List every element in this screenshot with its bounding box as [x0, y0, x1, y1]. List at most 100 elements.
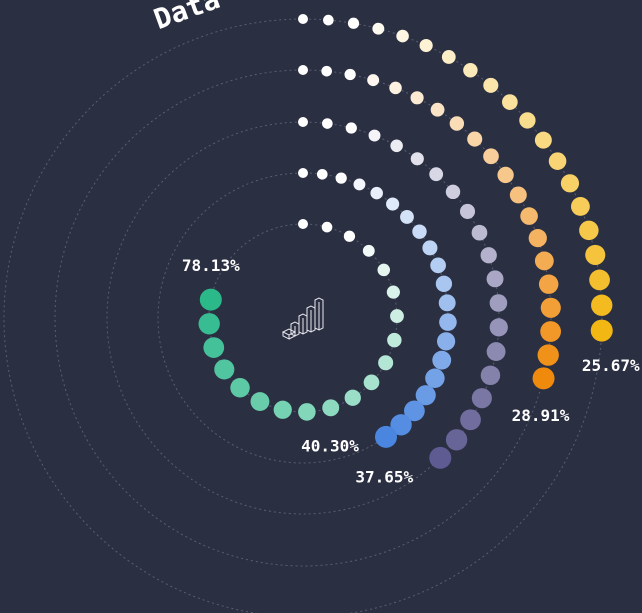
dot — [419, 38, 433, 53]
value-label: 37.65% — [355, 467, 413, 486]
dot — [534, 131, 552, 149]
dot — [445, 184, 461, 200]
dot — [429, 446, 452, 469]
dot — [363, 374, 380, 391]
dot — [449, 116, 465, 131]
dot — [368, 129, 381, 142]
progress-ring — [298, 117, 508, 469]
dot — [199, 288, 222, 311]
dot — [509, 186, 527, 204]
dot — [387, 332, 402, 348]
dot — [321, 221, 333, 233]
dot — [429, 167, 444, 182]
dot — [570, 197, 590, 216]
dot — [347, 17, 360, 29]
progress-ring — [298, 168, 457, 448]
dot — [321, 65, 332, 77]
dot — [316, 168, 328, 180]
dot — [459, 203, 476, 219]
dot — [344, 389, 361, 406]
dot — [467, 131, 483, 147]
dot — [367, 74, 380, 87]
dot — [520, 207, 538, 225]
dot — [445, 429, 468, 451]
dot — [528, 229, 547, 248]
dot — [483, 148, 499, 165]
dot — [323, 14, 334, 26]
dot — [560, 174, 580, 193]
dot — [430, 102, 445, 117]
dot — [386, 197, 400, 211]
progress-ring — [298, 65, 562, 390]
dot — [203, 337, 225, 358]
dot — [534, 251, 554, 271]
guide-ring — [106, 121, 500, 515]
dot — [502, 94, 518, 110]
dot — [589, 269, 610, 291]
dot — [579, 220, 599, 241]
dot — [591, 294, 613, 316]
guide-ring — [3, 18, 603, 613]
dot — [540, 297, 561, 318]
dot — [432, 350, 452, 370]
dot — [390, 414, 412, 436]
dot — [471, 224, 488, 241]
dot — [198, 313, 220, 335]
dot — [298, 168, 308, 178]
dot — [548, 152, 567, 170]
dot — [370, 186, 383, 200]
dot — [377, 263, 391, 277]
progress-ring — [198, 219, 404, 421]
dot — [430, 257, 446, 274]
dot — [480, 247, 497, 264]
dot — [298, 403, 316, 421]
dot — [362, 244, 375, 257]
dot — [410, 91, 424, 105]
dot — [486, 342, 506, 362]
dot — [298, 14, 308, 24]
dot — [335, 172, 347, 184]
dot — [250, 392, 270, 411]
dot — [298, 219, 308, 229]
value-label: 40.30% — [301, 436, 359, 455]
dot — [590, 319, 613, 342]
dot — [372, 22, 385, 35]
dot — [396, 29, 409, 43]
dot — [298, 117, 308, 127]
dot — [410, 152, 424, 166]
dot — [441, 50, 456, 64]
dot — [345, 122, 357, 134]
dot — [497, 166, 514, 184]
value-label: 25.67% — [582, 356, 640, 375]
dot — [437, 332, 456, 351]
dot — [230, 378, 250, 398]
dot — [489, 294, 508, 312]
center-icon — [281, 297, 324, 340]
dot — [532, 367, 555, 390]
dot — [425, 368, 445, 388]
dot — [353, 178, 366, 191]
dot — [538, 274, 559, 294]
dot — [463, 63, 478, 78]
dot — [483, 77, 499, 93]
dot — [389, 81, 402, 95]
dot — [412, 224, 427, 239]
dot — [390, 309, 404, 323]
dot — [439, 313, 457, 331]
dot — [540, 321, 562, 342]
dot — [438, 294, 456, 312]
dot — [489, 318, 508, 337]
guide-ring — [54, 69, 552, 567]
dot — [344, 68, 356, 81]
dot — [435, 275, 453, 292]
dot — [537, 344, 559, 366]
value-label: 78.13% — [182, 256, 240, 275]
dot — [390, 139, 403, 153]
dot — [375, 425, 398, 448]
value-label: 28.91% — [512, 406, 570, 425]
dot — [322, 399, 340, 417]
dot — [471, 388, 492, 409]
